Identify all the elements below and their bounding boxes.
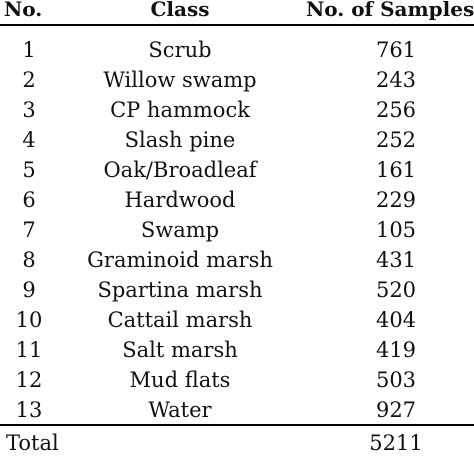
total-samples: 5211 (369, 431, 423, 455)
row-samples: 761 (375, 38, 417, 62)
row-no: 3 (22, 98, 36, 122)
row-class: Slash pine (124, 128, 236, 152)
row-no: 13 (15, 398, 43, 422)
row-samples: 105 (375, 218, 417, 242)
row-samples: 404 (375, 308, 417, 332)
header-no: No. (4, 0, 43, 21)
row-no: 1 (22, 38, 36, 62)
table-row: 13 Water 927 (0, 395, 474, 425)
row-class: Cattail marsh (107, 308, 253, 332)
row-samples: 229 (375, 188, 417, 212)
row-samples: 927 (375, 398, 417, 422)
table-row: 10 Cattail marsh 404 (0, 305, 474, 335)
table-row: 5 Oak/Broadleaf 161 (0, 155, 474, 185)
row-samples: 431 (375, 248, 417, 272)
row-class: Scrub (148, 38, 212, 62)
row-class: Hardwood (124, 188, 236, 212)
row-samples: 256 (375, 98, 417, 122)
table-row: 4 Slash pine 252 (0, 125, 474, 155)
header-class: Class (150, 0, 210, 21)
row-class: Oak/Broadleaf (103, 158, 257, 182)
header-samples: No. of Samples (306, 0, 474, 21)
row-samples: 503 (375, 368, 417, 392)
row-class: Mud flats (129, 368, 231, 392)
row-no: 11 (15, 338, 43, 362)
row-samples: 243 (375, 68, 417, 92)
row-no: 7 (22, 218, 36, 242)
total-rule (0, 424, 474, 426)
row-samples: 161 (375, 158, 417, 182)
row-class: Swamp (140, 218, 220, 242)
table-row: 1 Scrub 761 (0, 35, 474, 65)
row-class: Graminoid marsh (87, 248, 273, 272)
table-row: 12 Mud flats 503 (0, 365, 474, 395)
table-header-row: No. Class No. of Samples (0, 0, 474, 24)
table-row: 2 Willow swamp 243 (0, 65, 474, 95)
table-row: 11 Salt marsh 419 (0, 335, 474, 365)
row-no: 9 (22, 278, 36, 302)
table-row: 7 Swamp 105 (0, 215, 474, 245)
row-samples: 419 (375, 338, 417, 362)
row-no: 10 (15, 308, 43, 332)
row-no: 6 (22, 188, 36, 212)
row-no: 12 (15, 368, 43, 392)
total-label: Total (6, 431, 59, 455)
table-row: 8 Graminoid marsh 431 (0, 245, 474, 275)
row-no: 5 (22, 158, 36, 182)
row-no: 8 (22, 248, 36, 272)
row-class: CP hammock (110, 98, 250, 122)
row-no: 4 (22, 128, 36, 152)
row-class: Willow swamp (103, 68, 257, 92)
table-row: 6 Hardwood 229 (0, 185, 474, 215)
row-samples: 252 (375, 128, 417, 152)
row-no: 2 (22, 68, 36, 92)
total-row: Total 5211 (0, 428, 474, 458)
header-rule (0, 24, 474, 26)
row-class: Water (148, 398, 212, 422)
row-class: Salt marsh (122, 338, 238, 362)
table-row: 9 Spartina marsh 520 (0, 275, 474, 305)
row-samples: 520 (375, 278, 417, 302)
row-class: Spartina marsh (97, 278, 263, 302)
table-row: 3 CP hammock 256 (0, 95, 474, 125)
